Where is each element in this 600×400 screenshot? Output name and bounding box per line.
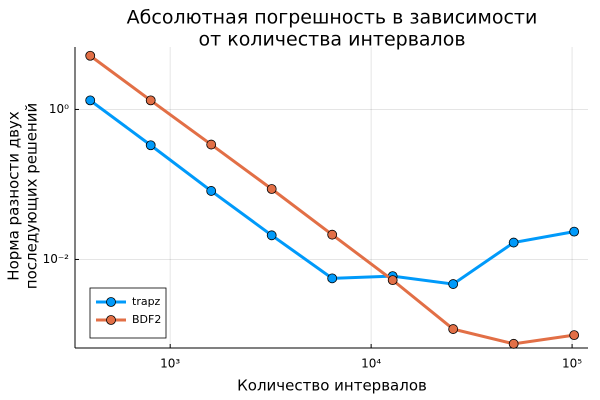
point [206,186,217,196]
legend-box [89,287,167,339]
point [569,226,580,237]
point [448,279,459,289]
legend-label: BDF2 [132,313,161,326]
point [448,324,459,334]
y-tick-label: 10⁰ [49,102,69,116]
x-axis-label: Количество интервалов [237,377,427,395]
chart-title: от количества интервалов [198,29,465,51]
y-axis-label: Норма разности двух [5,111,23,281]
point [145,140,156,151]
y-tick-label: 10⁻² [43,252,70,266]
point [327,273,338,284]
chart-title: Абсолютная погрешность в зависимости [127,7,538,29]
legend-marker [106,315,116,325]
point [387,275,398,286]
point [145,95,156,106]
point [85,50,96,61]
legend-label: trapz [132,295,161,308]
x-tick-label: 10⁴ [361,357,381,371]
point [327,229,338,240]
series-line [89,99,575,286]
point [206,139,217,150]
point [508,338,519,349]
x-tick-label: 10³ [160,357,180,371]
point [508,237,519,248]
point [266,184,277,194]
point [569,330,580,341]
point [85,95,96,106]
x-tick-label: 10⁵ [562,357,582,371]
y-axis-label: последующих решений [23,103,41,289]
legend-marker [106,297,116,307]
point [266,230,277,241]
